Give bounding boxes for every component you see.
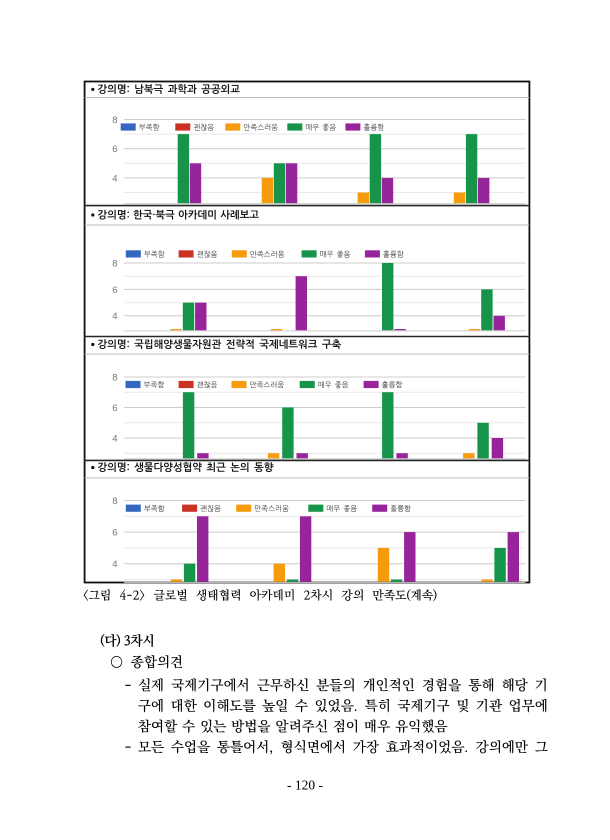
svg-text:6: 6	[112, 528, 117, 539]
svg-text:6: 6	[112, 285, 117, 296]
svg-text:6: 6	[112, 144, 117, 155]
svg-text:4: 4	[112, 559, 117, 570]
svg-text:8: 8	[112, 372, 117, 383]
svg-text:4: 4	[112, 433, 117, 444]
svg-text:8: 8	[112, 496, 117, 507]
svg-text:8: 8	[112, 258, 117, 269]
svg-text:4: 4	[112, 173, 117, 184]
svg-text:6: 6	[112, 403, 117, 414]
svg-text:- 120 -: - 120 -	[287, 778, 323, 793]
svg-text:4: 4	[112, 311, 117, 322]
svg-text:8: 8	[112, 115, 117, 126]
